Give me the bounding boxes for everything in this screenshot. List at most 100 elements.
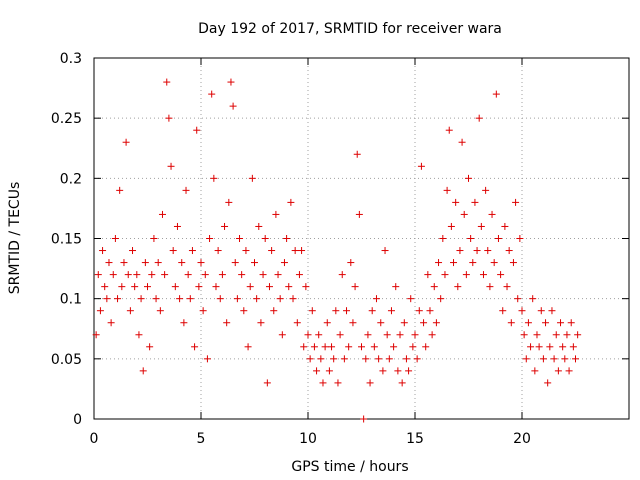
data-point — [441, 271, 449, 279]
data-point — [141, 259, 149, 267]
data-point — [512, 198, 520, 206]
data-point — [443, 186, 451, 194]
data-point — [214, 247, 222, 255]
data-point — [300, 343, 308, 351]
y-tick-label: 0.25 — [51, 111, 82, 127]
data-point — [126, 307, 134, 315]
data-point — [430, 283, 438, 291]
data-point — [103, 295, 111, 303]
data-point — [109, 271, 117, 279]
data-point — [221, 222, 229, 230]
data-point — [501, 222, 509, 230]
data-point — [246, 283, 254, 291]
data-point — [347, 259, 355, 267]
y-tick-label: 0 — [73, 412, 82, 428]
data-point — [255, 222, 263, 230]
data-point — [387, 307, 395, 315]
data-point — [265, 283, 273, 291]
data-point — [158, 210, 166, 218]
data-point — [362, 355, 370, 363]
data-point — [323, 319, 331, 327]
data-point — [479, 271, 487, 279]
data-point — [212, 283, 220, 291]
data-point — [411, 331, 419, 339]
data-point — [308, 307, 316, 315]
data-point — [375, 355, 383, 363]
data-point — [315, 331, 323, 339]
data-point — [465, 174, 472, 182]
data-point — [280, 259, 288, 267]
data-point — [394, 367, 402, 375]
data-point — [229, 102, 237, 110]
data-point — [144, 283, 151, 291]
data-point — [542, 319, 550, 327]
data-point — [379, 367, 387, 375]
data-point — [561, 355, 569, 363]
data-point — [572, 355, 579, 363]
data-point — [124, 271, 132, 279]
data-point — [263, 379, 271, 387]
data-point — [372, 295, 380, 303]
data-point — [533, 331, 541, 339]
data-point — [310, 343, 318, 351]
data-point — [426, 307, 434, 315]
data-point — [524, 319, 532, 327]
data-point — [358, 343, 365, 351]
data-point — [475, 114, 483, 122]
data-point — [152, 295, 160, 303]
data-point — [452, 198, 460, 206]
data-point — [137, 295, 145, 303]
data-point — [454, 283, 462, 291]
data-point — [355, 210, 363, 218]
data-point — [268, 247, 276, 255]
data-point — [437, 295, 445, 303]
data-point — [272, 210, 280, 218]
x-tick-label: 0 — [90, 431, 99, 447]
data-point — [497, 271, 505, 279]
data-point — [169, 247, 177, 255]
data-point — [133, 271, 141, 279]
data-point — [197, 259, 205, 267]
data-point — [231, 259, 239, 267]
data-point — [385, 355, 393, 363]
y-axis-label: SRMTID / TECUs — [7, 182, 23, 295]
data-point — [420, 319, 428, 327]
data-point — [139, 367, 147, 375]
data-point — [114, 295, 122, 303]
data-point — [184, 271, 192, 279]
data-point — [531, 367, 539, 375]
data-point — [432, 319, 440, 327]
data-point — [118, 283, 126, 291]
data-point — [251, 259, 258, 267]
data-point — [460, 210, 468, 218]
data-point — [422, 343, 430, 351]
data-point — [546, 343, 554, 351]
data-point — [368, 307, 376, 315]
data-point — [96, 307, 104, 315]
data-point — [146, 343, 154, 351]
data-point — [514, 295, 522, 303]
data-point — [135, 331, 143, 339]
data-point — [120, 259, 128, 267]
data-point — [415, 307, 423, 315]
data-point — [492, 90, 500, 98]
data-point — [283, 235, 291, 242]
data-point — [223, 319, 231, 327]
data-point — [165, 114, 173, 122]
data-point — [522, 355, 530, 363]
data-point — [208, 90, 216, 98]
data-point — [469, 259, 477, 267]
data-point — [298, 247, 306, 255]
grid-lines — [94, 58, 629, 419]
x-tick-label: 10 — [299, 431, 317, 447]
data-point — [396, 331, 404, 339]
data-point — [377, 319, 385, 327]
data-point — [227, 78, 235, 86]
data-point — [559, 343, 567, 351]
data-point — [148, 271, 156, 279]
data-point — [482, 186, 490, 194]
data-point — [176, 295, 184, 303]
data-point — [477, 222, 485, 230]
data-point — [304, 331, 312, 339]
